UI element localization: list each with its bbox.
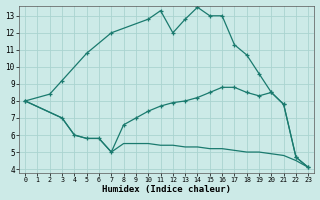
X-axis label: Humidex (Indice chaleur): Humidex (Indice chaleur) [102, 185, 231, 194]
